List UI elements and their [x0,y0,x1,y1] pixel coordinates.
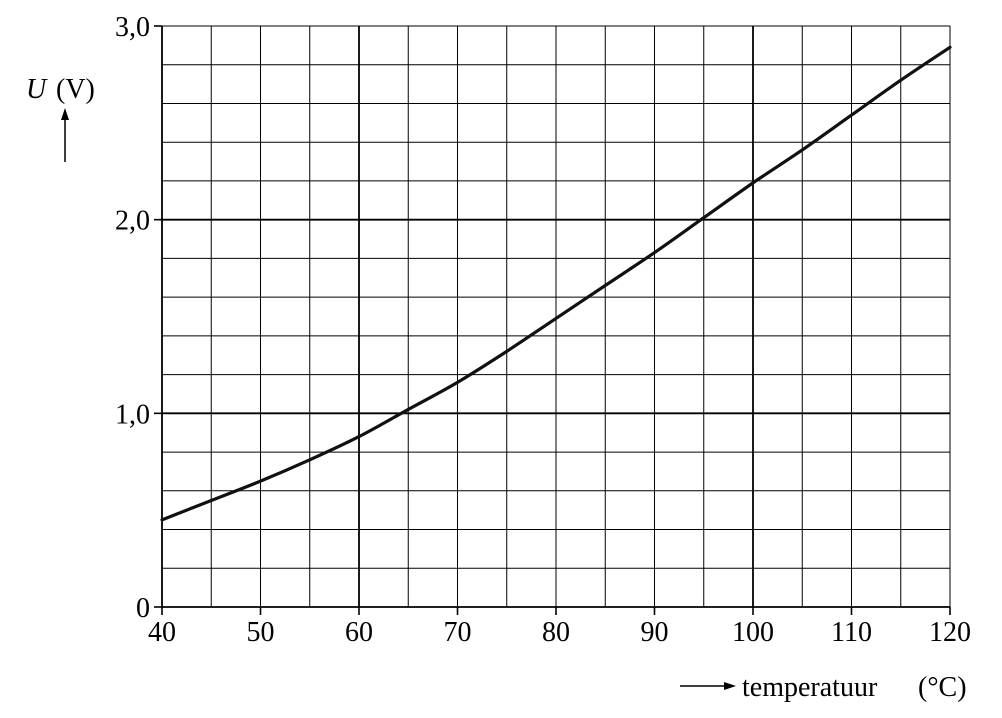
y-tick-label: 0 [136,593,150,624]
y-axis-symbol: U [26,74,48,105]
x-tick-label: 40 [148,617,176,648]
x-tick-label: 50 [247,617,275,648]
x-tick-label: 70 [444,617,472,648]
x-axis-unit: (°C) [918,672,967,703]
x-tick-label: 110 [831,617,872,648]
x-tick-label: 80 [542,617,570,648]
x-tick-label: 90 [641,617,669,648]
x-tick-label: 120 [929,617,971,648]
x-axis-arrow-icon [680,682,736,690]
x-tick-label: 100 [732,617,774,648]
x-axis-label: temperatuur [742,672,878,703]
ticks: 40 50 60 70 80 90 100 110 120 0 1,0 2,0 3,0 [115,12,971,648]
y-tick-label: 3,0 [115,12,150,43]
y-axis-unit: (V) [56,74,95,105]
x-tick-label: 60 [345,617,373,648]
y-tick-label: 1,0 [115,399,150,430]
series-line [160,45,952,522]
grid [162,25,951,607]
series [160,45,952,522]
y-tick-label: 2,0 [115,206,150,237]
y-axis-arrow-icon [61,108,69,162]
